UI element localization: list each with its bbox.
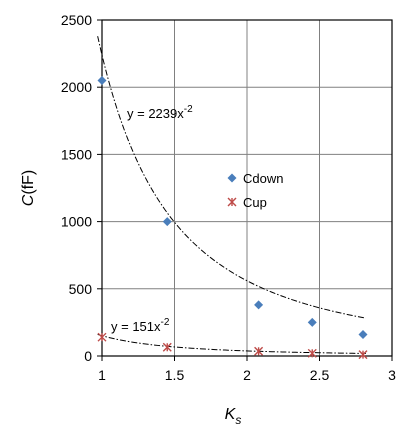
point-cdown-2 (254, 300, 264, 310)
point-cdown-4 (358, 329, 368, 339)
point-layer (97, 75, 368, 360)
x-tick-label-0: 1 (98, 367, 106, 383)
legend: Cdown Cup (227, 171, 283, 210)
point-cup-4 (358, 350, 368, 360)
trendline-0 (97, 36, 366, 319)
tick-layer: 1 1.5 2 2.5 3 0 500 1000 1500 2000 2500 (61, 12, 396, 383)
point-cdown-0 (97, 75, 107, 85)
trendline-label-cup-main: y = 151x (111, 319, 161, 334)
trendline-label-cup-exp: -2 (161, 317, 170, 328)
trendline-1 (97, 333, 366, 354)
y-axis-label: C(fF) (20, 170, 37, 206)
y-tick-label-1: 500 (69, 281, 93, 297)
point-cup-0 (97, 332, 107, 342)
point-cdown-3 (307, 317, 317, 327)
x-tick-label-3: 2.5 (310, 367, 330, 383)
point-cdown-1 (162, 217, 172, 227)
point-cup-1 (162, 342, 172, 352)
x-tick-label-1: 1.5 (165, 367, 185, 383)
point-cup-2 (254, 346, 264, 356)
x-tick-label-2: 2 (243, 367, 251, 383)
x-axis-label: Ks (225, 406, 242, 427)
legend-asterisk-icon (227, 197, 237, 207)
legend-label-cup: Cup (243, 195, 267, 210)
legend-marker-cdown (227, 173, 237, 183)
trendline-label-cdown-exp: -2 (184, 104, 193, 115)
legend-marker-cup (227, 197, 237, 207)
y-axis-label-unit: (fF) (20, 170, 37, 195)
y-tick-label-0: 0 (84, 348, 92, 364)
x-tick-label-4: 3 (388, 367, 396, 383)
grid-layer (102, 20, 392, 356)
trendline-label-cdown: y = 2239x-2 (127, 104, 193, 121)
y-tick-label-3: 1500 (61, 146, 92, 162)
x-axis-label-subscript: s (235, 413, 241, 427)
legend-label-cdown: Cdown (243, 171, 283, 186)
point-cup-3 (307, 348, 317, 358)
y-tick-label-5: 2500 (61, 12, 92, 28)
y-tick-label-4: 2000 (61, 79, 92, 95)
y-tick-label-2: 1000 (61, 214, 92, 230)
y-axis-label-symbol: C (20, 194, 37, 206)
trendline-label-cup: y = 151x-2 (111, 317, 170, 334)
x-axis-label-symbol: K (225, 406, 237, 423)
legend-diamond-icon (227, 173, 237, 183)
trendline-label-cdown-main: y = 2239x (127, 106, 184, 121)
trend-layer (97, 36, 366, 354)
